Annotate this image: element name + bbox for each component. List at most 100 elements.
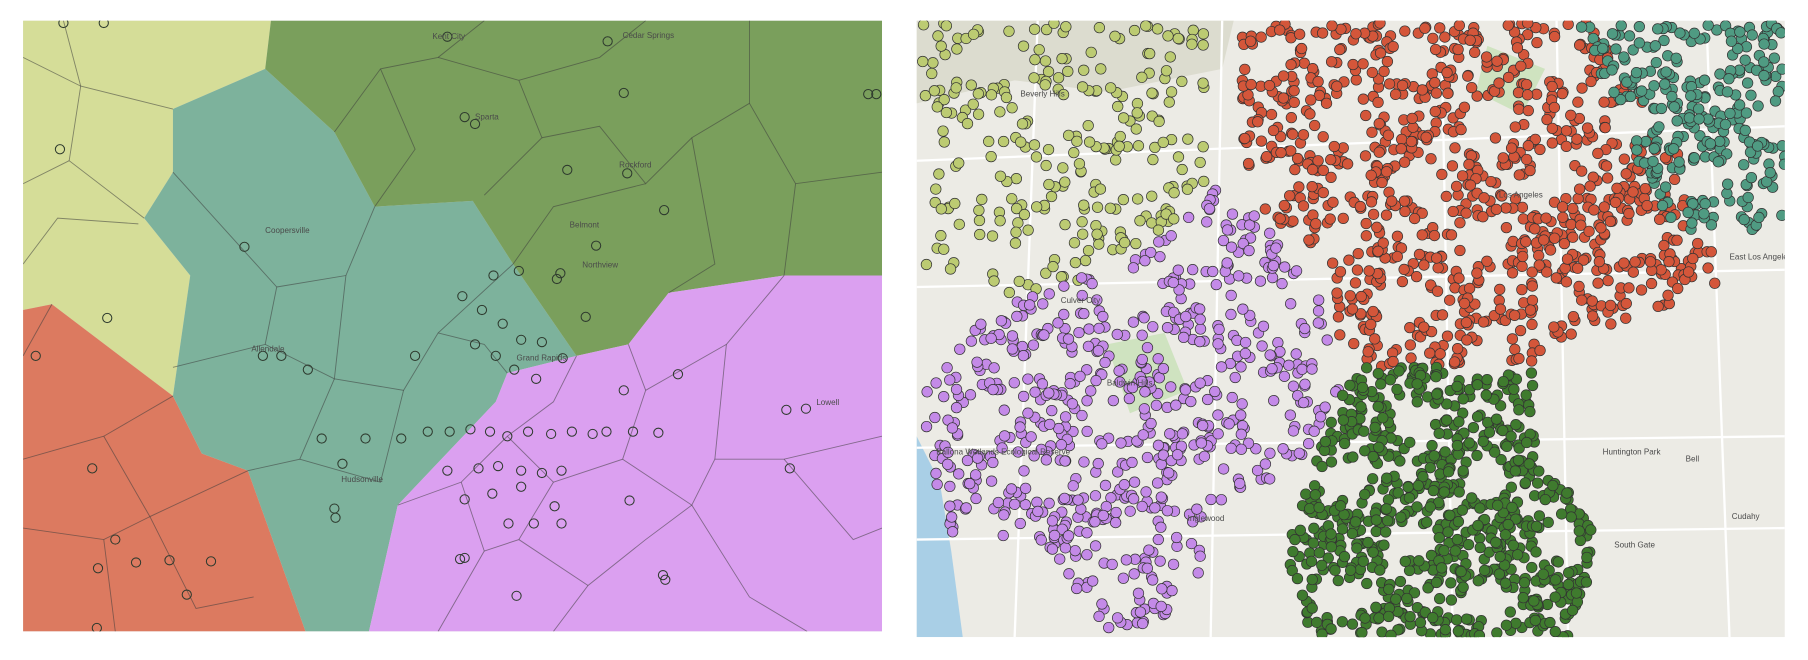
point (1045, 190, 1058, 203)
point (1091, 201, 1104, 213)
point (1322, 552, 1334, 564)
point (1003, 25, 1015, 37)
point (1296, 589, 1309, 601)
point (1042, 66, 1055, 78)
point (1337, 212, 1349, 224)
point (1272, 336, 1284, 349)
point (1647, 155, 1659, 168)
point (1152, 353, 1164, 365)
point (1283, 190, 1296, 202)
point (1445, 577, 1457, 589)
point (1464, 179, 1477, 191)
point (1325, 541, 1338, 553)
point (1048, 529, 1061, 542)
point (1157, 449, 1170, 461)
point (1648, 143, 1660, 155)
point (1474, 502, 1486, 514)
place-label: Northview (582, 260, 618, 269)
point (1000, 91, 1013, 104)
point (1366, 126, 1378, 138)
point (973, 214, 986, 227)
point (1325, 154, 1337, 166)
point (1434, 348, 1446, 360)
point (1360, 109, 1372, 122)
point (1017, 40, 1030, 52)
point (1147, 321, 1159, 333)
point (1289, 534, 1301, 546)
point (1149, 502, 1161, 514)
point (1052, 72, 1065, 84)
point (1627, 44, 1639, 56)
point (181, 589, 192, 600)
point (1430, 87, 1443, 99)
point (1348, 337, 1360, 350)
point (1104, 202, 1116, 214)
point (1497, 152, 1509, 164)
point (1109, 30, 1121, 42)
point (1270, 242, 1282, 254)
point (1347, 451, 1359, 463)
point (1145, 417, 1157, 430)
point (1081, 395, 1093, 407)
point (1044, 418, 1056, 431)
point (1394, 575, 1407, 588)
point (1167, 276, 1179, 289)
point (1113, 365, 1125, 377)
point (1389, 88, 1402, 100)
point (1076, 289, 1088, 302)
point (1067, 480, 1079, 492)
point (473, 463, 484, 474)
point (522, 426, 534, 437)
point (1163, 96, 1175, 108)
point (1300, 488, 1312, 500)
point (1316, 460, 1328, 473)
point (1327, 196, 1339, 208)
point (1367, 305, 1379, 318)
point (1058, 492, 1071, 504)
point (1705, 246, 1717, 258)
point (1046, 515, 1059, 527)
point (1326, 20, 1338, 32)
point (1144, 47, 1156, 60)
point (1445, 229, 1458, 241)
point (935, 40, 947, 52)
point (1161, 505, 1174, 517)
point (1672, 282, 1684, 295)
point (926, 67, 938, 80)
point (1534, 344, 1546, 357)
point (1511, 549, 1524, 561)
point (58, 20, 69, 29)
point (1585, 75, 1597, 88)
point (1550, 272, 1562, 284)
point (1530, 520, 1543, 532)
point (337, 458, 348, 469)
point (1567, 310, 1580, 323)
point (1462, 70, 1474, 82)
point (1393, 365, 1405, 377)
point (1403, 492, 1416, 504)
point (1268, 395, 1280, 407)
point (409, 350, 421, 361)
point (1502, 71, 1515, 84)
point (1546, 80, 1558, 93)
point (1597, 42, 1609, 55)
point (1546, 137, 1558, 149)
point (1274, 213, 1286, 225)
point (1382, 494, 1395, 506)
point (1418, 259, 1430, 271)
point (1028, 139, 1041, 151)
point (931, 478, 943, 490)
point (1331, 287, 1343, 299)
point (1572, 192, 1584, 205)
point (1592, 277, 1604, 289)
point (1071, 582, 1083, 595)
point (516, 334, 527, 345)
point (1741, 77, 1754, 89)
point (1132, 193, 1144, 205)
point (1565, 511, 1577, 523)
point (1381, 515, 1394, 527)
point (1665, 211, 1677, 224)
point (1510, 419, 1522, 431)
point (1452, 43, 1464, 56)
point (1778, 158, 1785, 170)
